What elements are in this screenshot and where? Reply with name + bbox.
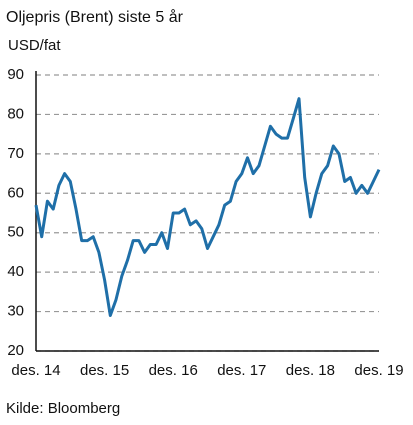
x-tick-label: des. 17 xyxy=(217,362,266,379)
y-axis-label: USD/fat xyxy=(8,37,61,54)
x-tick-label: des. 14 xyxy=(11,362,60,379)
x-tick-label: des. 18 xyxy=(286,362,335,379)
chart-title: Oljepris (Brent) siste 5 år xyxy=(6,8,184,26)
y-tick-label: 30 xyxy=(7,303,24,320)
y-tick-label: 90 xyxy=(7,66,24,83)
y-tick-label: 50 xyxy=(7,224,24,241)
price-line xyxy=(34,97,381,317)
x-tick-label: des. 19 xyxy=(354,362,403,379)
x-tick-label: des. 16 xyxy=(149,362,198,379)
y-tick-label: 40 xyxy=(7,263,24,280)
y-tick-label: 20 xyxy=(7,342,24,359)
source: Kilde: Bloomberg xyxy=(6,400,120,417)
y-tick-label: 70 xyxy=(7,145,24,162)
y-tick-label: 60 xyxy=(7,184,24,201)
x-tick-label: des. 15 xyxy=(80,362,129,379)
y-tick-label: 80 xyxy=(7,105,24,122)
